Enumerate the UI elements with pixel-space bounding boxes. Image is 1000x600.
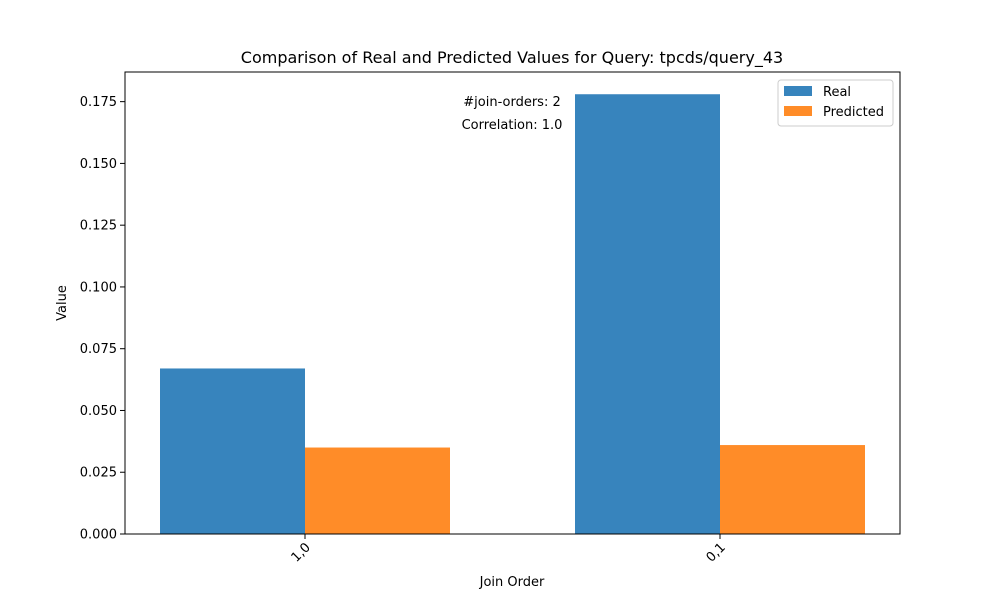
y-tick-label: 0.100 [80, 280, 117, 295]
y-axis-ticks: 0.000 0.025 0.050 0.075 0.100 0.125 0.150 0.175 [80, 95, 125, 543]
chart-title: Comparison of Real and Predicted Values … [241, 48, 783, 68]
legend-swatch-real [784, 86, 812, 96]
x-tick-label: 1,0 [289, 540, 314, 565]
y-tick-label: 0.075 [80, 342, 117, 357]
y-axis-label: Value [55, 285, 70, 321]
bar-predicted-1 [720, 445, 865, 534]
bar-real-0 [160, 368, 305, 534]
bar-real-1 [575, 94, 720, 534]
legend-label-real: Real [823, 85, 851, 100]
y-tick-label: 0.150 [80, 157, 117, 172]
y-tick-label: 0.125 [80, 219, 117, 234]
annotations: #join-orders: 2 Correlation: 1.0 [462, 95, 563, 133]
annotation-correlation: Correlation: 1.0 [462, 118, 563, 133]
y-tick-label: 0.050 [80, 404, 117, 419]
y-tick-label: 0.000 [80, 528, 117, 543]
legend-swatch-predicted [784, 106, 812, 116]
legend: Real Predicted [777, 79, 894, 127]
bar-predicted-0 [305, 447, 450, 534]
y-tick-label: 0.175 [80, 95, 117, 110]
x-axis-ticks: 1,0 0,1 [289, 534, 729, 565]
bars [160, 94, 865, 534]
legend-label-predicted: Predicted [823, 105, 884, 120]
x-tick-label: 0,1 [704, 540, 729, 565]
plot-frame [124, 71, 901, 535]
annotation-join-orders: #join-orders: 2 [463, 95, 560, 110]
y-tick-label: 0.025 [80, 466, 117, 481]
x-axis-label: Join Order [479, 575, 545, 590]
